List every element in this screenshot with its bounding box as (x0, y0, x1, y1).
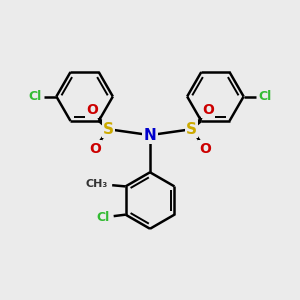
Text: O: O (199, 142, 211, 155)
Text: Cl: Cl (28, 90, 41, 103)
Text: O: O (86, 103, 98, 117)
Text: Cl: Cl (96, 211, 109, 224)
Text: CH₃: CH₃ (85, 179, 108, 189)
Text: O: O (202, 103, 214, 117)
Text: N: N (144, 128, 156, 142)
Text: Cl: Cl (259, 90, 272, 103)
Text: O: O (89, 142, 101, 155)
Text: S: S (186, 122, 197, 137)
Text: S: S (103, 122, 114, 137)
